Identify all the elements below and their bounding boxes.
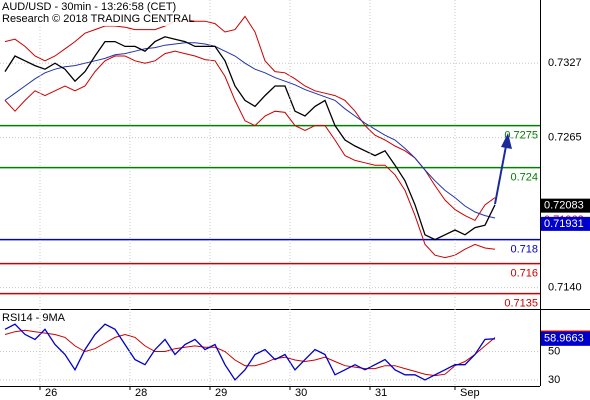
last-value-label: 58.9663 [544, 333, 584, 345]
last-value-box [541, 331, 590, 346]
level-label: 0.718 [510, 244, 538, 256]
panel-title: RSI14 - 9MA [2, 312, 66, 324]
series-line [4, 323, 496, 381]
y-tick-label: 30 [548, 374, 560, 386]
y-tick-label: 0.7140 [548, 282, 582, 294]
x-tick-label: 26 [45, 387, 57, 399]
level-label: 0.716 [510, 268, 538, 280]
x-tick-label: 28 [135, 387, 147, 399]
chart-subtitle: Research © 2018 TRADING CENTRAL [2, 13, 195, 25]
series-line [4, 42, 496, 219]
y-tick-label: 0.7327 [548, 57, 582, 69]
level-label: 0.724 [510, 172, 538, 184]
x-tick-label: Sep [460, 387, 480, 399]
series-line [4, 36, 496, 241]
last-value-label: 0.71931 [544, 218, 584, 230]
x-tick-label: 31 [375, 387, 387, 399]
chart-title: AUD/USD - 30min - 13:26:58 (CET) [2, 1, 176, 13]
forecast-arrow [494, 145, 507, 205]
level-label: 0.7135 [504, 298, 538, 310]
x-tick-label: 29 [215, 387, 227, 399]
y-tick-label: 50 [548, 345, 560, 357]
title-bg [0, 0, 190, 26]
level-label: 0.7275 [504, 130, 538, 142]
x-tick-label: 30 [295, 387, 307, 399]
last-value-box [541, 198, 590, 213]
series-line [4, 50, 496, 259]
last-value-label: 0.72083 [544, 200, 584, 212]
y-tick-label: 0.7265 [548, 132, 582, 144]
last-value-box [541, 216, 590, 231]
series-line [4, 329, 496, 377]
forecast-arrow-head [501, 133, 512, 149]
